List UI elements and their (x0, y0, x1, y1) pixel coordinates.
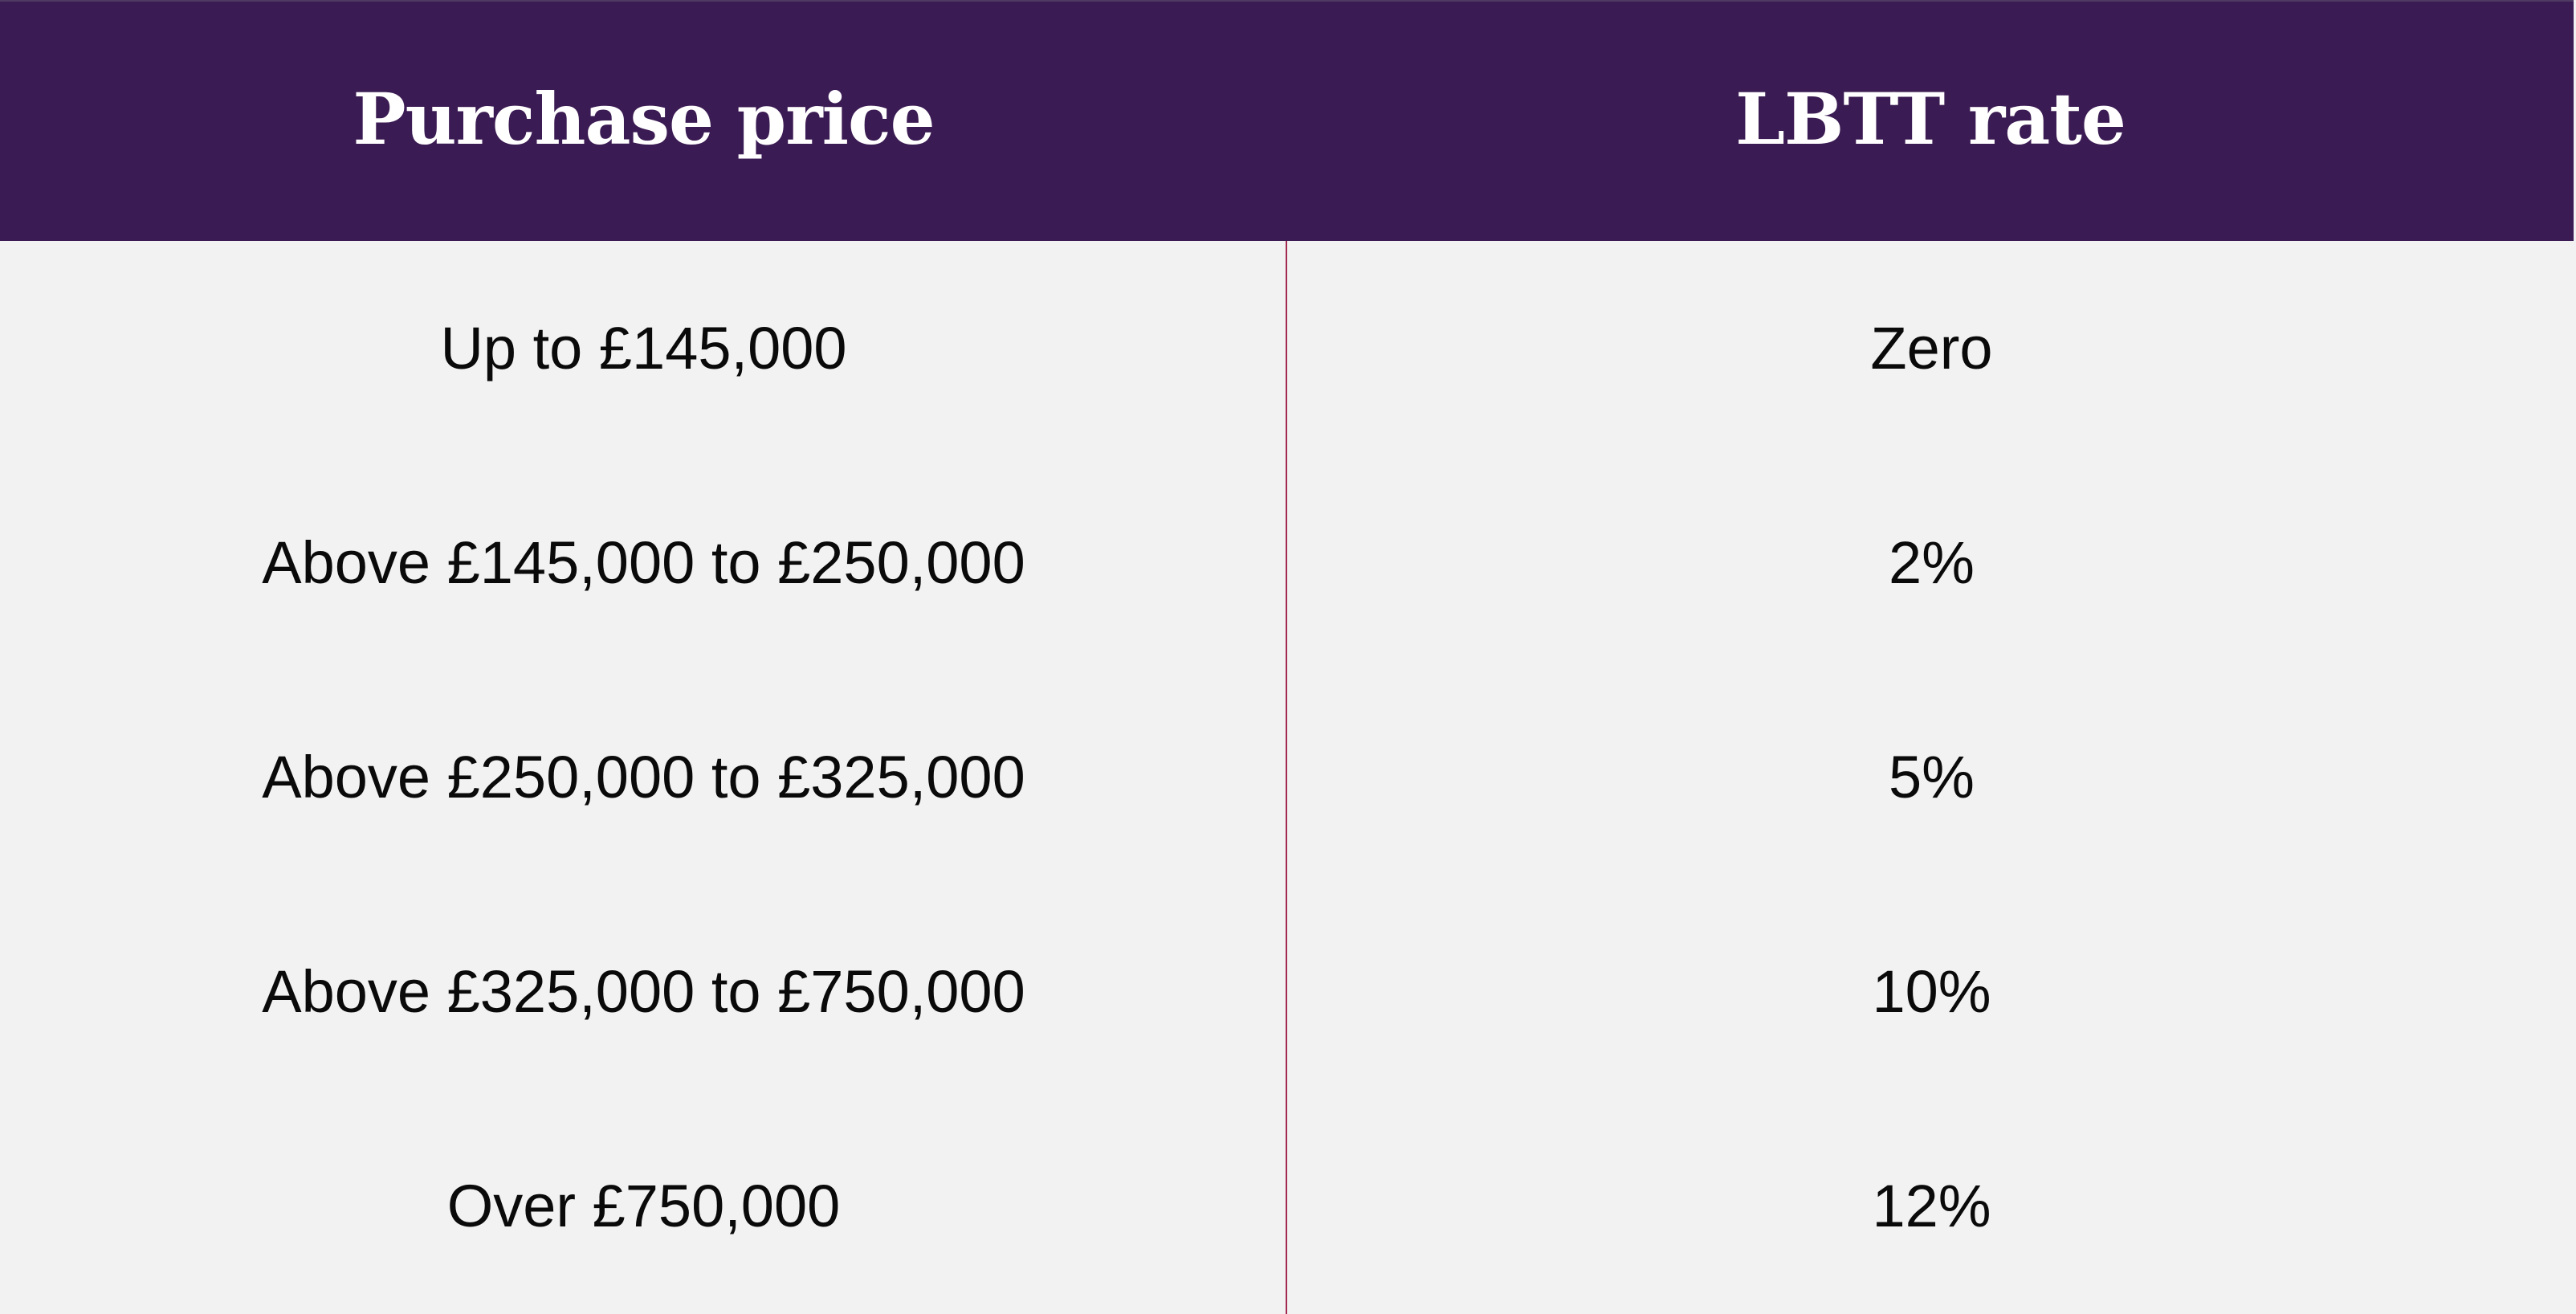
rate-cell: 2% (1889, 529, 1975, 596)
table-row: Above £145,000 to £250,000 2% (0, 455, 2576, 670)
table-row: Above £325,000 to £750,000 10% (0, 884, 2576, 1099)
price-band-cell: Over £750,000 (446, 1173, 841, 1239)
table-row: Up to £145,000 Zero (0, 241, 2576, 455)
price-band-cell: Up to £145,000 (440, 315, 847, 382)
header-lbtt-rate: LBTT rate (1735, 77, 2126, 161)
rate-cell: 12% (1872, 1173, 1991, 1239)
table-header: Purchase price LBTT rate (0, 0, 2574, 241)
table-row: Over £750,000 12% (0, 1099, 2576, 1313)
price-band-cell: Above £325,000 to £750,000 (262, 958, 1025, 1025)
rate-cell: Zero (1870, 315, 1993, 382)
price-band-cell: Above £145,000 to £250,000 (262, 529, 1025, 596)
header-purchase-price: Purchase price (353, 77, 935, 161)
price-band-cell: Above £250,000 to £325,000 (262, 744, 1025, 810)
rate-cell: 5% (1889, 744, 1975, 810)
column-divider (1286, 241, 1287, 1314)
rate-cell: 10% (1872, 958, 1991, 1025)
table-row: Above £250,000 to £325,000 5% (0, 670, 2576, 884)
